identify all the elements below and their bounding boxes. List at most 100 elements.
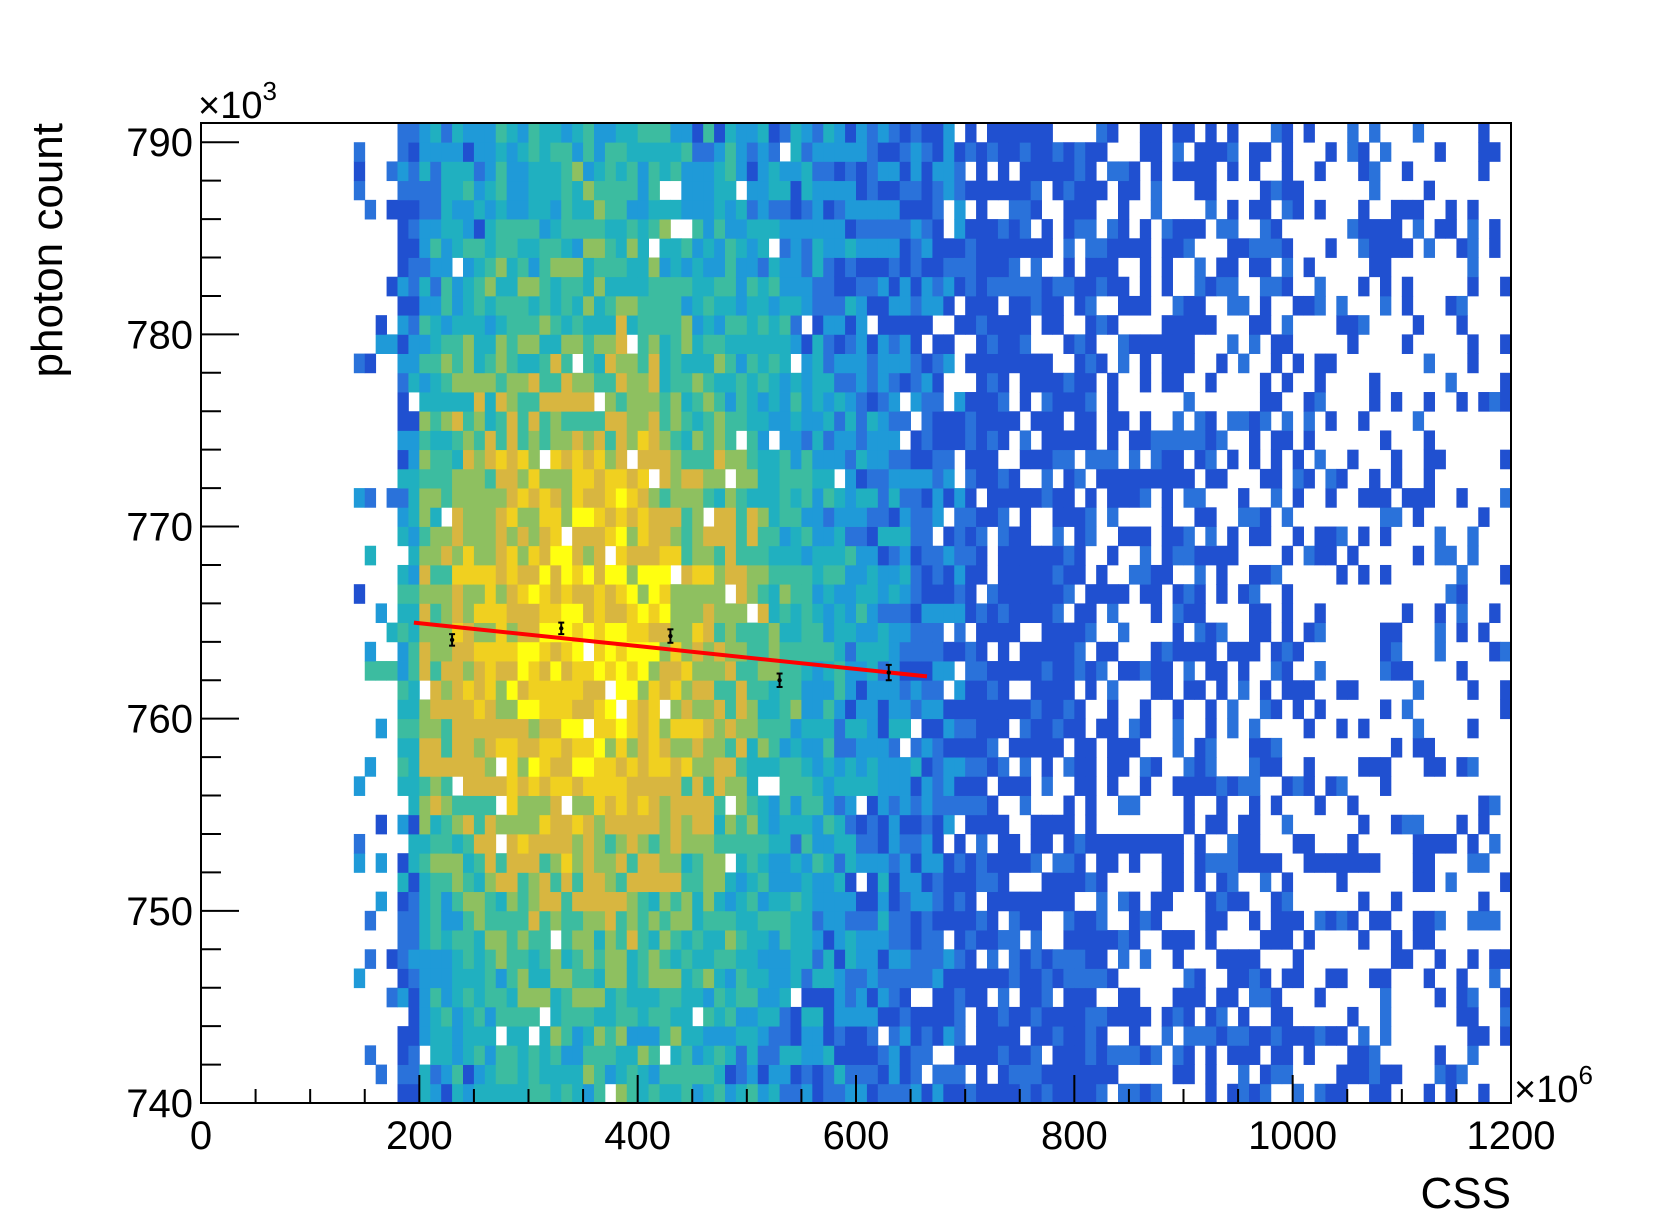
heatmap-cell bbox=[976, 276, 988, 297]
heatmap-cell bbox=[1063, 334, 1075, 354]
heatmap-cell bbox=[1249, 718, 1261, 739]
heatmap-cell bbox=[572, 276, 584, 297]
heatmap-cell bbox=[1128, 564, 1141, 585]
heatmap-cell bbox=[1314, 161, 1326, 182]
heatmap-cell bbox=[779, 468, 791, 489]
heatmap-cell bbox=[856, 853, 868, 873]
heatmap-cell bbox=[987, 757, 999, 777]
heatmap-cell bbox=[757, 142, 770, 162]
heatmap-cell bbox=[375, 814, 387, 835]
heatmap-cell bbox=[550, 449, 562, 470]
heatmap-cell bbox=[877, 814, 890, 835]
heatmap-cell bbox=[1456, 584, 1468, 604]
heatmap-cell bbox=[1063, 1064, 1075, 1085]
heatmap-cell bbox=[921, 680, 933, 700]
heatmap-cell bbox=[725, 1026, 737, 1046]
heatmap-cell bbox=[1303, 1045, 1315, 1065]
heatmap-cell bbox=[408, 545, 420, 566]
heatmap-cell bbox=[1030, 372, 1042, 393]
heatmap-cell bbox=[484, 238, 497, 258]
heatmap-cell bbox=[1030, 488, 1042, 508]
heatmap-cell bbox=[1259, 872, 1272, 893]
heatmap-cell bbox=[484, 891, 497, 912]
heatmap-cell bbox=[943, 910, 955, 931]
heatmap-cell bbox=[1161, 488, 1173, 508]
heatmap-cell bbox=[1183, 1064, 1195, 1085]
heatmap-cell bbox=[583, 353, 595, 374]
heatmap-cell bbox=[386, 276, 398, 297]
heatmap-cell bbox=[561, 737, 573, 758]
heatmap-cell bbox=[419, 257, 431, 278]
heatmap-cell bbox=[583, 584, 595, 604]
heatmap-cell bbox=[856, 1045, 868, 1065]
heatmap-cell bbox=[714, 795, 726, 816]
heatmap-cell bbox=[430, 257, 442, 278]
heatmap-cell bbox=[856, 315, 868, 335]
heatmap-cell bbox=[484, 449, 497, 470]
heatmap-cell bbox=[1500, 1026, 1511, 1046]
heatmap-cell bbox=[572, 142, 584, 162]
heatmap-cell bbox=[659, 737, 671, 758]
heatmap-cell bbox=[1107, 238, 1119, 258]
heatmap-cell bbox=[495, 353, 508, 374]
heatmap-cell bbox=[626, 564, 639, 585]
heatmap-cell bbox=[757, 468, 770, 489]
heatmap-cell bbox=[648, 295, 660, 316]
heatmap-cell bbox=[441, 622, 453, 643]
heatmap-cell bbox=[910, 180, 922, 201]
heatmap-cell bbox=[725, 449, 737, 470]
heatmap-cell bbox=[1041, 622, 1053, 643]
heatmap-cell bbox=[1052, 968, 1064, 989]
heatmap-cell bbox=[823, 199, 835, 220]
heatmap-cell bbox=[484, 776, 497, 796]
heatmap-cell bbox=[877, 142, 890, 162]
heatmap-cell bbox=[561, 353, 573, 374]
heatmap-cell bbox=[572, 315, 584, 335]
heatmap-cell bbox=[1216, 257, 1228, 278]
heatmap-cell bbox=[735, 853, 748, 873]
heatmap-cell bbox=[1478, 795, 1490, 816]
heatmap-cell bbox=[670, 353, 682, 374]
heatmap-cell bbox=[670, 526, 682, 547]
heatmap-cell bbox=[681, 123, 693, 143]
heatmap-cell bbox=[517, 334, 529, 354]
heatmap-cell bbox=[484, 353, 497, 374]
heatmap-cell bbox=[877, 161, 890, 182]
heatmap-cell bbox=[419, 891, 431, 912]
heatmap-cell bbox=[495, 814, 508, 835]
heatmap-cell bbox=[594, 853, 606, 873]
heatmap-cell bbox=[375, 334, 387, 354]
heatmap-cell bbox=[1358, 814, 1370, 835]
heatmap-cell bbox=[539, 545, 551, 566]
heatmap-cell bbox=[528, 603, 540, 624]
heatmap-cell bbox=[1259, 968, 1272, 989]
heatmap-cell bbox=[1052, 488, 1064, 508]
heatmap-cell bbox=[1074, 987, 1086, 1008]
heatmap-cell bbox=[550, 910, 562, 931]
heatmap-cell bbox=[452, 622, 464, 643]
heatmap-cell bbox=[866, 372, 879, 393]
heatmap-cell bbox=[594, 641, 606, 662]
heatmap-cell bbox=[801, 199, 813, 220]
heatmap-cell bbox=[1118, 737, 1130, 758]
heatmap-cell bbox=[1358, 757, 1370, 777]
heatmap-cell bbox=[539, 430, 551, 451]
heatmap-cell bbox=[430, 699, 442, 720]
heatmap-cell bbox=[1052, 891, 1064, 912]
heatmap-cell bbox=[888, 161, 901, 182]
x-axis: 0 200 400 600 800 1000 1200 bbox=[190, 1075, 1555, 1158]
heatmap-cell bbox=[856, 392, 868, 412]
heatmap-cell bbox=[495, 930, 508, 950]
heatmap-cell bbox=[539, 295, 551, 316]
heatmap-cell bbox=[801, 392, 813, 412]
heatmap-cell bbox=[583, 680, 595, 700]
heatmap-cell bbox=[397, 507, 409, 527]
heatmap-cell bbox=[757, 372, 770, 393]
heatmap-cell bbox=[921, 872, 933, 893]
heatmap-cell bbox=[1347, 123, 1359, 143]
heatmap-cell bbox=[943, 891, 955, 912]
heatmap-cell bbox=[604, 910, 617, 931]
heatmap-cell bbox=[452, 430, 464, 451]
heatmap-cell bbox=[1052, 622, 1064, 643]
heatmap-cell bbox=[1041, 1083, 1053, 1103]
